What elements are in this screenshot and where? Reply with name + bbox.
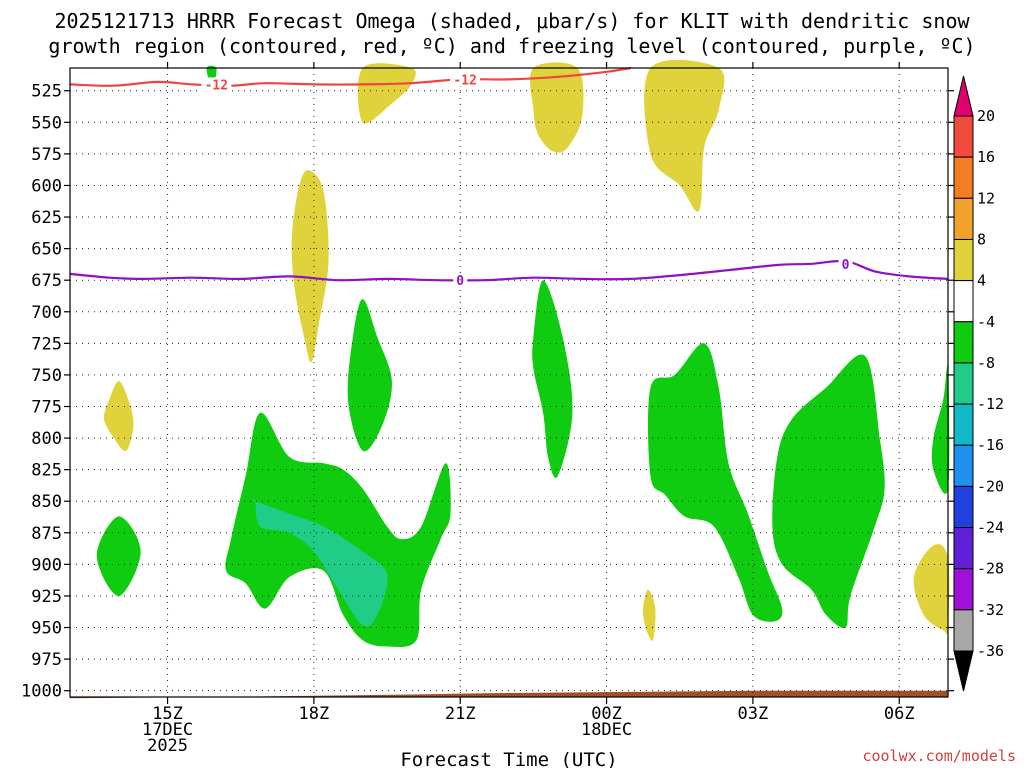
shaded-region-green-blob-0400-0500 — [772, 354, 885, 629]
y-tick-label-900: 900 — [31, 555, 62, 575]
y-tick-label-875: 875 — [31, 524, 62, 544]
y-tick-label-800: 800 — [31, 429, 62, 449]
colorbar-bin-top — [953, 75, 974, 117]
colorbar-bin-13 — [953, 609, 974, 652]
plot-frame — [69, 67, 949, 698]
contour-label-bg-dgz-minus12-1 — [450, 72, 481, 87]
y-tick-label-525: 525 — [31, 82, 62, 102]
colorbar-label--4: -4 — [977, 313, 995, 331]
colorbar-bin-6 — [953, 321, 974, 364]
x-axis-title: Forecast Time (UTC) — [400, 749, 617, 768]
shaded-region-green-blob-1930 — [347, 299, 392, 452]
colorbar-label--32: -32 — [977, 601, 1004, 619]
y-tick-label-975: 975 — [31, 650, 62, 670]
shaded-region-yellow-blob-1445 — [103, 381, 134, 451]
shaded-region-yellow-blob-18z-mid — [291, 170, 329, 363]
shaded-region-yellow-blob-06z-low — [913, 544, 950, 635]
plot-background — [70, 68, 948, 697]
x-tick-label-00Z-0: 00Z — [591, 704, 622, 724]
x-tick-label-15Z-0: 15Z — [152, 704, 183, 724]
chart-title-line2: growth region (contoured, red, ºC) and f… — [48, 34, 975, 58]
shaded-region-yellow-blob-19z-upper — [357, 63, 416, 124]
colorbar-bin-3 — [953, 197, 974, 240]
x-tick-label-21Z-0: 21Z — [445, 704, 476, 724]
colorbar-label--8: -8 — [977, 354, 995, 372]
colorbar-bin-11 — [953, 527, 974, 570]
colorbar-bin-9 — [953, 444, 974, 487]
y-tick-label-950: 950 — [31, 619, 62, 639]
y-tick-label-700: 700 — [31, 303, 62, 323]
y-tick-label-725: 725 — [31, 334, 62, 354]
y-tick-label-600: 600 — [31, 176, 62, 196]
colorbar-bin-12 — [953, 568, 974, 611]
contour-label-bg-freezing-level-0-1 — [838, 256, 853, 271]
colorbar-bin-5 — [953, 280, 974, 323]
shaded-region-yellow-blob-2250-upper — [529, 62, 584, 153]
colorbar: 20 16 12 8 4 -4 -8 -12 -16 -20 -24 -28 -32 -36 — [953, 75, 1004, 692]
colorbar-label-4: 4 — [977, 272, 986, 290]
colorbar-label--28: -28 — [977, 560, 1004, 578]
y-tick-label-775: 775 — [31, 397, 62, 417]
colorbar-label-16: 16 — [977, 148, 995, 166]
x-tick-label-15Z-1: 17DEC — [142, 720, 193, 740]
colorbar-bin-10 — [953, 485, 974, 529]
contour-label-bg-freezing-level-0-0 — [453, 273, 468, 288]
colorbar-bin-1 — [953, 115, 974, 158]
y-tick-label-650: 650 — [31, 240, 62, 260]
y-tick-label-825: 825 — [31, 461, 62, 481]
colorbar-label-12: 12 — [977, 189, 995, 207]
shaded-region-green-blob-2240 — [532, 280, 573, 478]
y-axis: 525 550 575 600 625 650 675 700 725 750 775 800 825 8… — [21, 82, 954, 702]
x-tick-label-15Z-2: 2025 — [147, 736, 188, 756]
colorbar-bin-2 — [953, 156, 974, 199]
x-tick-label-00Z-1: 18DEC — [581, 720, 632, 740]
y-tick-label-925: 925 — [31, 587, 62, 607]
colorbar-label--36: -36 — [977, 642, 1004, 660]
grid-lines — [70, 68, 948, 697]
y-tick-label-750: 750 — [31, 366, 62, 386]
y-tick-label-850: 850 — [31, 492, 62, 512]
contour-label-freezing-level-0-1: 0 — [842, 258, 850, 273]
shaded-region-teal-blob-18z — [252, 498, 388, 627]
shaded-region-green-blob-18z-to-20z — [225, 412, 451, 647]
y-tick-label-1000: 1000 — [21, 682, 62, 702]
credit-text: coolwx.com/models — [862, 747, 1016, 765]
x-tick-label-06Z-0: 06Z — [884, 704, 915, 724]
x-tick-label-18Z-0: 18Z — [299, 704, 330, 724]
colorbar-label--20: -20 — [977, 477, 1004, 495]
shaded-region-green-blob-06z-right — [931, 365, 950, 494]
colorbar-label-20: 20 — [977, 107, 995, 125]
colorbar-bin-bottom — [953, 650, 974, 692]
shaded-region-green-blob-1440 — [96, 516, 141, 597]
y-tick-label-550: 550 — [31, 113, 62, 133]
y-tick-label-625: 625 — [31, 208, 62, 228]
colorbar-label--24: -24 — [977, 519, 1004, 537]
shaded-region-green-blob-0120-0200 — [647, 343, 783, 622]
contour-label-bg-dgz-minus12-0 — [201, 77, 232, 92]
contour-dgz-minus12 — [69, 66, 632, 87]
chart-title-line1: 2025121713 HRRR Forecast Omega (shaded, … — [54, 9, 970, 33]
colorbar-label-8: 8 — [977, 230, 986, 248]
y-tick-label-575: 575 — [31, 145, 62, 165]
colorbar-label--16: -16 — [977, 436, 1004, 454]
colorbar-bin-8 — [953, 403, 974, 446]
y-tick-label-675: 675 — [31, 271, 62, 291]
colorbar-bin-7 — [953, 362, 974, 405]
x-tick-label-03Z-0: 03Z — [738, 704, 769, 724]
contour-label-freezing-level-0-0: 0 — [456, 274, 464, 289]
contour-label-dgz-minus12-1: -12 — [453, 73, 476, 88]
shaded-region-yellow-blob-0120-upper — [644, 59, 725, 212]
colorbar-bin-4 — [953, 238, 974, 282]
omega-shading-layer — [96, 59, 950, 647]
contour-label-dgz-minus12-0: -12 — [205, 78, 228, 93]
contour-freezing-level-0 — [69, 259, 949, 282]
contour-layer: -12 -12 0 0 — [69, 66, 949, 289]
colorbar-label--12: -12 — [977, 395, 1004, 413]
